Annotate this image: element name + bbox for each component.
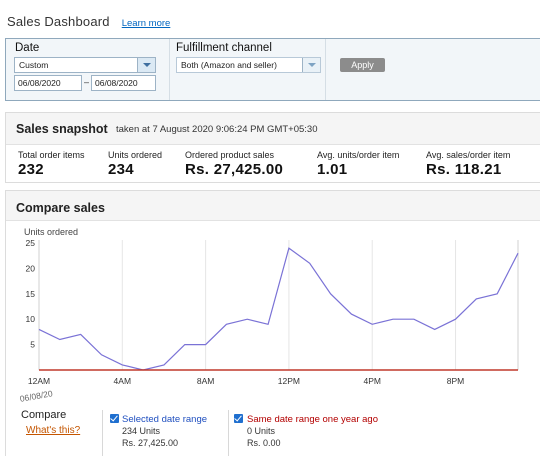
- legend-name: Same date range one year ago: [247, 414, 378, 425]
- divider: [102, 410, 103, 456]
- metric-label: Ordered product sales: [185, 150, 275, 160]
- compare-sales-panel: Compare sales: [5, 190, 540, 456]
- filter-panel: Date Custom 06/08/2020 – 06/08/2020 Fulf…: [5, 38, 540, 101]
- header: Sales Dashboard Learn more: [7, 14, 170, 29]
- metric-ordered-product-sales: Ordered product sales Rs. 27,425.00: [185, 150, 283, 178]
- metric-label: Avg. units/order item: [317, 150, 400, 160]
- page-title: Sales Dashboard: [7, 14, 110, 29]
- date-range-select[interactable]: Custom: [14, 57, 156, 73]
- y-tick-label: 10: [26, 314, 36, 324]
- year-ago-checkbox[interactable]: [234, 414, 243, 423]
- legend-units: 0 Units: [247, 426, 276, 436]
- learn-more-link[interactable]: Learn more: [121, 18, 171, 29]
- metric-label: Units ordered: [108, 150, 163, 160]
- y-tick-label: 15: [26, 289, 36, 299]
- chart-grid: [38, 240, 519, 370]
- legend-units: 234 Units: [122, 426, 161, 436]
- channel-value: Both (Amazon and seller): [181, 60, 277, 70]
- snapshot-timestamp: taken at 7 August 2020 9:06:24 PM GMT+05…: [116, 124, 318, 135]
- snapshot-title: Sales snapshot: [16, 122, 108, 136]
- x-tick-label: 12AM: [28, 376, 50, 386]
- whats-this-link[interactable]: What's this?: [26, 425, 81, 436]
- chart-x-ticks: 12AM 4AM 8AM 12PM 4PM 8PM: [28, 376, 464, 386]
- date-separator: –: [84, 77, 90, 87]
- x-tick-label: 8AM: [197, 376, 214, 386]
- date-filter: Date Custom 06/08/2020 – 06/08/2020: [6, 39, 165, 100]
- divider: [228, 410, 229, 456]
- chevron-down-icon[interactable]: [137, 58, 155, 72]
- y-tick-label: 20: [26, 263, 36, 273]
- metric-total-order-items: Total order items 232: [18, 150, 85, 178]
- compare-title: Compare sales: [16, 201, 105, 215]
- channel-label: Fulfillment channel: [176, 42, 272, 54]
- y-tick-label: 25: [26, 238, 36, 248]
- x-tick-label: 12PM: [278, 376, 300, 386]
- chart-y-ticks: 5 10 15 20 25: [26, 238, 36, 350]
- metric-value: Rs. 27,425.00: [185, 161, 284, 178]
- series-line-selected-range: [38, 247, 519, 371]
- channel-filter: Fulfillment channel Both (Amazon and sel…: [169, 39, 325, 100]
- chevron-down-icon[interactable]: [302, 58, 320, 72]
- metric-value: 1.01: [317, 161, 348, 178]
- compare-label: Compare: [21, 409, 67, 421]
- legend-sales: Rs. 27,425.00: [122, 438, 179, 448]
- snapshot-header: Sales snapshot taken at 7 August 2020 9:…: [6, 113, 540, 145]
- metric-value: Rs. 118.21: [426, 161, 502, 178]
- metric-units-ordered: Units ordered 234: [108, 150, 162, 178]
- x-tick-label: 4AM: [114, 376, 131, 386]
- metric-label: Total order items: [18, 150, 85, 160]
- apply-button[interactable]: Apply: [340, 58, 385, 72]
- date-from-input[interactable]: 06/08/2020: [14, 75, 82, 91]
- x-tick-label: 8PM: [447, 376, 464, 386]
- chart-y-axis-label: Units ordered: [24, 227, 79, 237]
- chart-series: [38, 247, 519, 371]
- date-range-value: Custom: [19, 60, 49, 70]
- date-label: Date: [15, 42, 40, 54]
- metric-value: 232: [18, 161, 44, 178]
- metric-label: Avg. sales/order item: [426, 150, 511, 160]
- apply-area: Apply: [325, 39, 540, 100]
- selected-range-checkbox[interactable]: [110, 414, 119, 423]
- sales-snapshot-panel: Sales snapshot taken at 7 August 2020 9:…: [5, 112, 540, 183]
- compare-header: Compare sales: [6, 191, 540, 221]
- legend-name: Selected date range: [122, 414, 208, 425]
- date-to-input[interactable]: 06/08/2020: [91, 75, 156, 91]
- metric-avg-units-per-order-item: Avg. units/order item 1.01: [317, 150, 399, 178]
- x-tick-label: 4PM: [363, 376, 380, 386]
- metric-value: 234: [108, 161, 134, 178]
- y-tick-label: 5: [30, 340, 35, 350]
- channel-select[interactable]: Both (Amazon and seller): [176, 57, 321, 73]
- legend-sales: Rs. 0.00: [247, 438, 281, 448]
- metric-avg-sales-per-order-item: Avg. sales/order item Rs. 118.21: [426, 150, 510, 178]
